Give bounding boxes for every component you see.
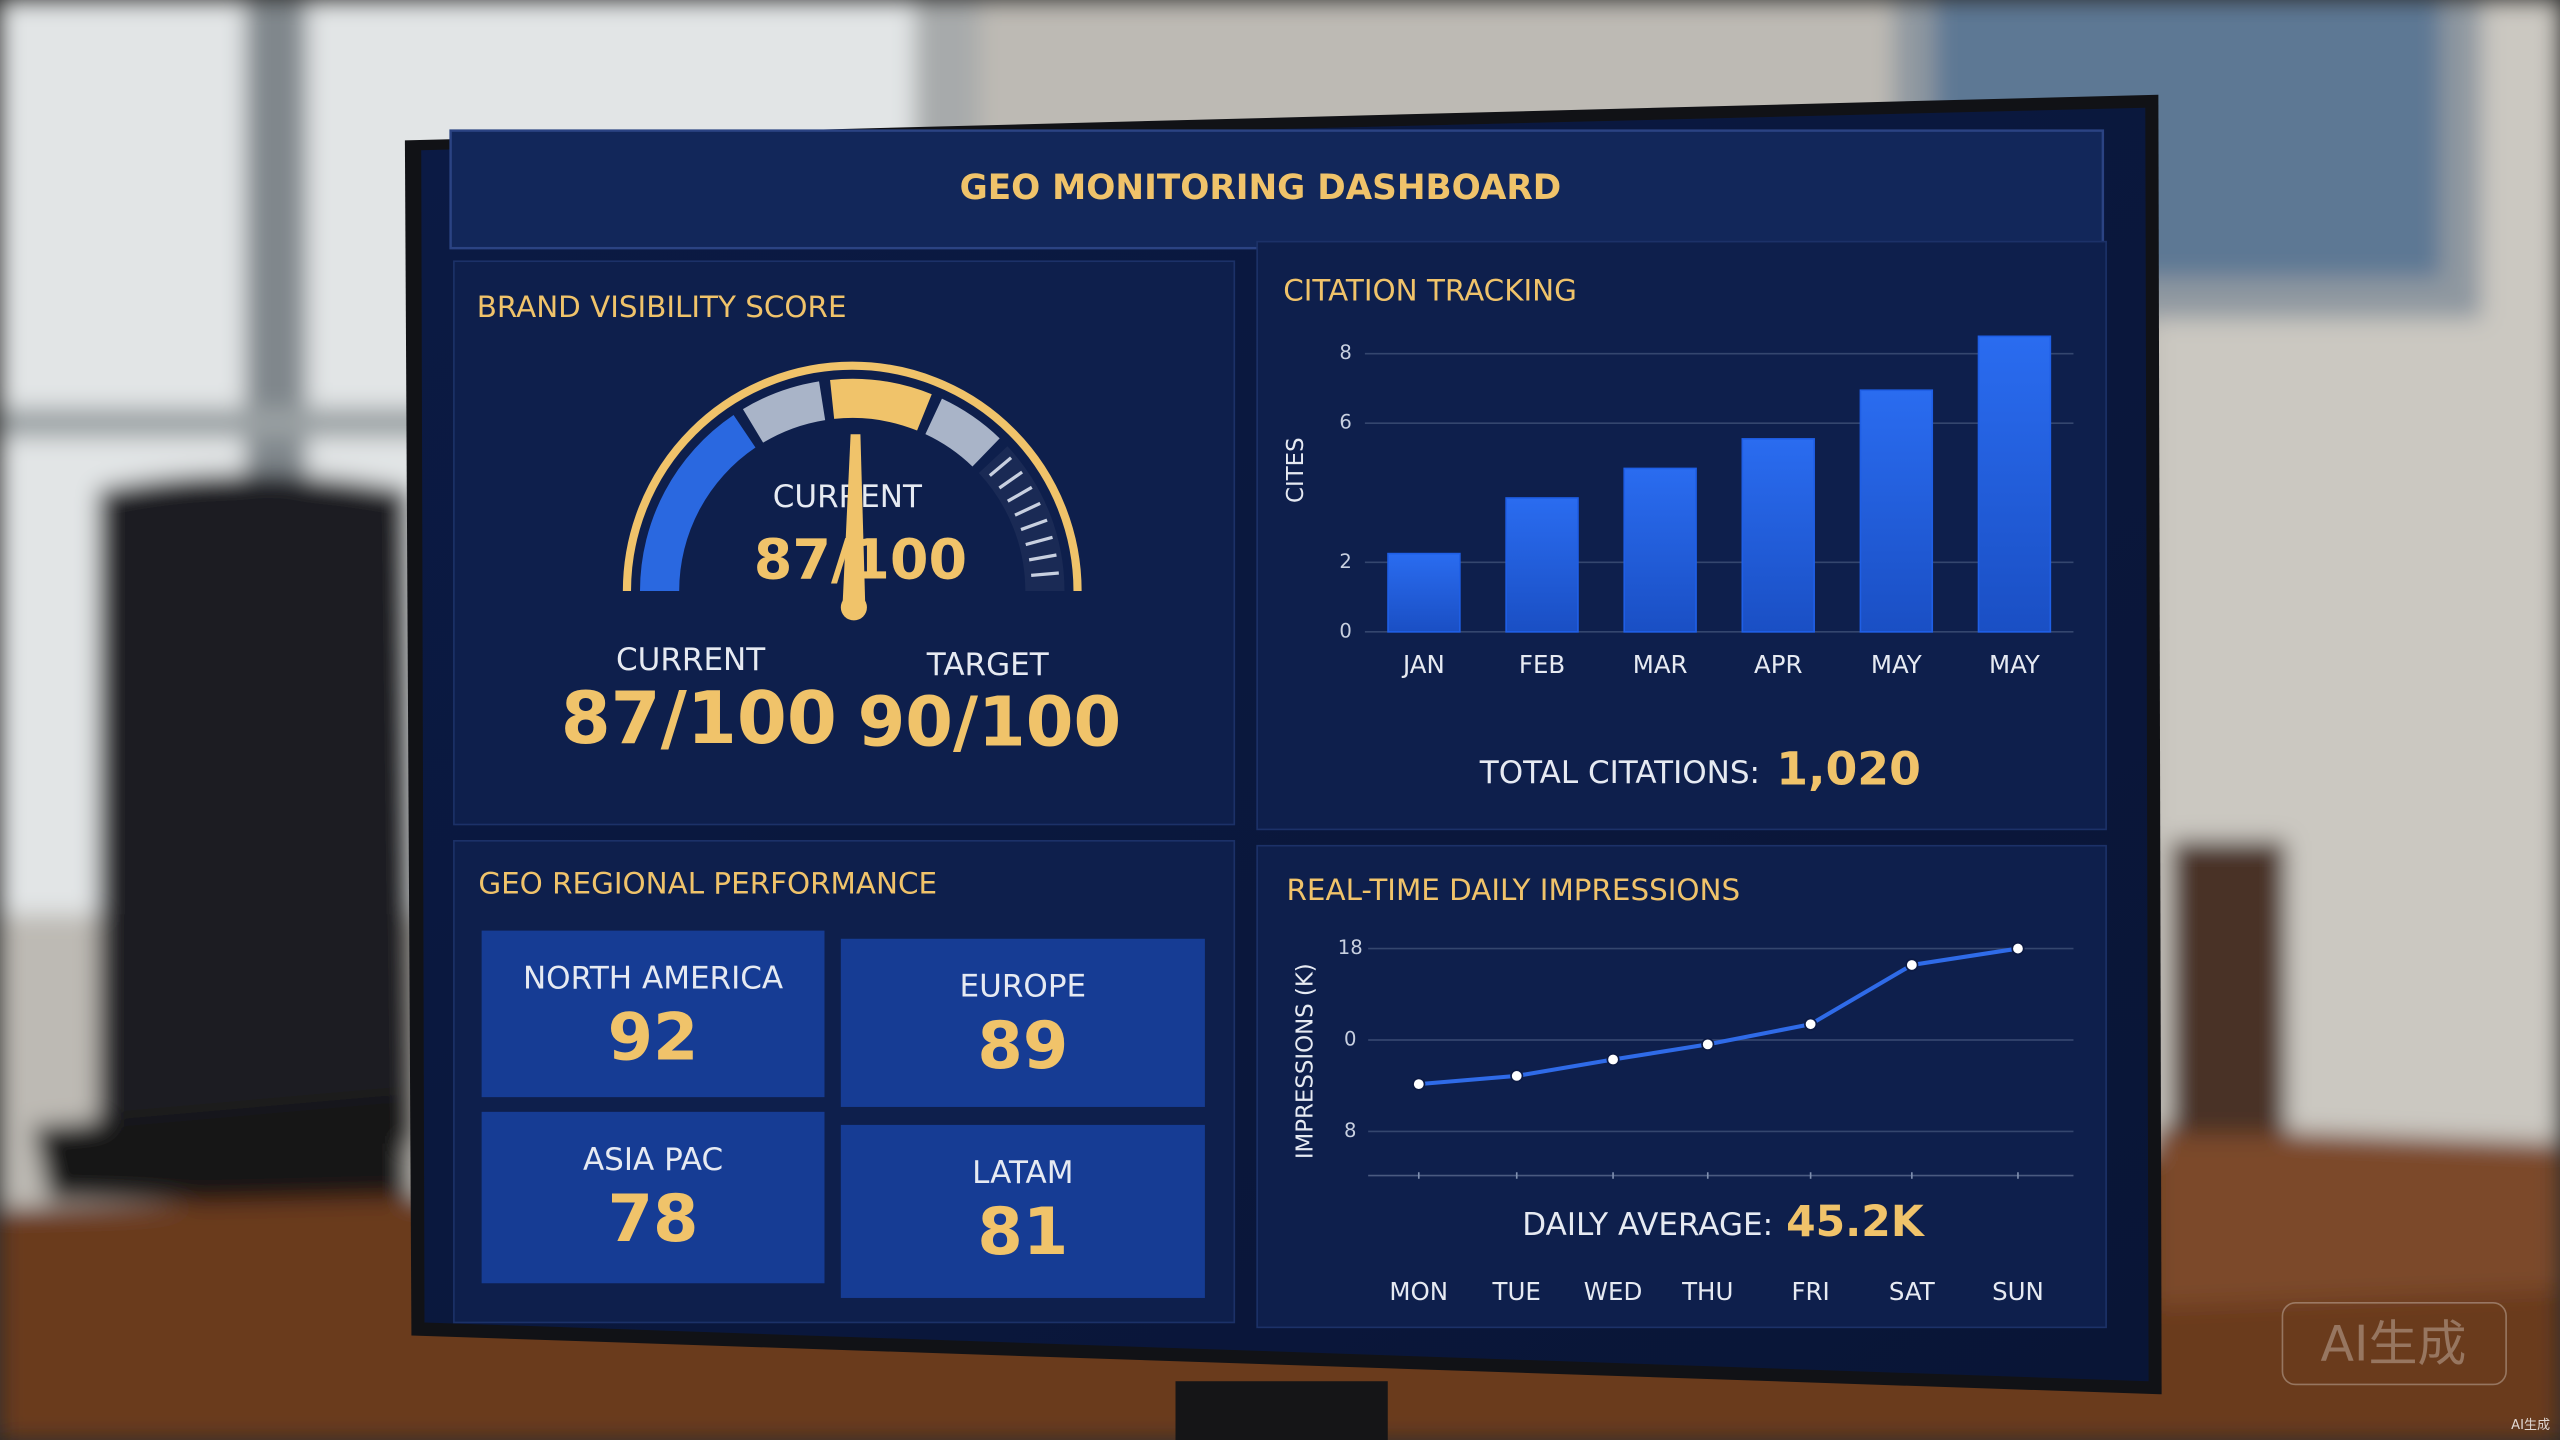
- gauge-needle: [842, 434, 866, 608]
- summary-value: 1,020: [1776, 743, 1921, 796]
- x-tick-label: FRI: [1791, 1277, 1829, 1306]
- point: [2011, 942, 2025, 956]
- point: [1701, 1037, 1715, 1051]
- region-tile: [840, 1124, 1205, 1298]
- gauge-stripe: [998, 470, 1024, 490]
- current-label: CURRENT: [616, 642, 766, 678]
- y-tick-label: 0: [1344, 1027, 1356, 1050]
- monitor-stand: [1175, 1381, 1388, 1440]
- gauge-stripe: [988, 456, 1013, 477]
- y-tick-label: 8: [1339, 341, 1351, 364]
- panel-brand: [453, 260, 1236, 826]
- region-name: EUROPE: [960, 969, 1087, 1005]
- y-tick-label: 8: [1344, 1119, 1356, 1142]
- x-tick-label: SUN: [1992, 1277, 2044, 1306]
- current-value: 87/100: [561, 676, 837, 760]
- x-tick-label: SAT: [1889, 1277, 1936, 1306]
- region-name: LATAM: [972, 1155, 1073, 1191]
- x-tick-label: MON: [1389, 1277, 1448, 1306]
- panel-title: GEO REGIONAL PERFORMANCE: [478, 866, 937, 900]
- region-score: 81: [977, 1194, 1068, 1270]
- watermark: AI生成: [2321, 1315, 2467, 1372]
- line-chart: 18 0 8 MON TUE WED THU FRI SAT SUN: [1338, 936, 2074, 1306]
- bar: [1977, 335, 2052, 633]
- bar: [1623, 467, 1697, 633]
- panel-title: BRAND VISIBILITY SCORE: [477, 290, 847, 324]
- panel-title: CITATION TRACKING: [1283, 274, 1577, 308]
- region-tile: [481, 1111, 825, 1284]
- gauge-stripe: [1025, 535, 1053, 547]
- x-tick-label: JAN: [1401, 650, 1445, 679]
- region-tile: [840, 938, 1205, 1107]
- gauge-stripe: [1006, 485, 1033, 503]
- point: [1606, 1052, 1620, 1067]
- y-axis-label: IMPRESSIONS (K): [1293, 963, 1319, 1159]
- bar: [1505, 497, 1579, 633]
- gauge-stripe: [1031, 571, 1059, 577]
- gauge-segment: [830, 378, 932, 431]
- point: [1510, 1069, 1524, 1083]
- gauge-segment: [640, 415, 756, 592]
- bar: [1859, 389, 1934, 633]
- gauge-segment: [925, 398, 1000, 467]
- region-score: 89: [977, 1008, 1068, 1084]
- gauge: [622, 361, 1082, 592]
- x-tick-label: FEB: [1519, 650, 1565, 679]
- target-value: 90/100: [858, 683, 1122, 763]
- y-tick-label: 2: [1339, 550, 1351, 573]
- y-tick-label: 6: [1339, 411, 1351, 434]
- target-label: TARGET: [926, 647, 1050, 683]
- gauge-stripe: [1028, 553, 1057, 562]
- point: [1905, 958, 1919, 972]
- x-tick-label: APR: [1754, 650, 1803, 679]
- gauge-ring: [622, 361, 1082, 592]
- gauge-hub: [840, 594, 867, 621]
- gauge-stripe: [1014, 501, 1041, 517]
- point: [1412, 1077, 1426, 1091]
- point: [1804, 1017, 1818, 1031]
- y-tick-label: 0: [1339, 619, 1351, 642]
- panel-title: REAL-TIME DAILY IMPRESSIONS: [1287, 873, 1741, 907]
- dashboard-title: GEO MONITORING DASHBOARD: [960, 168, 1562, 208]
- gauge-stripe: [1020, 518, 1048, 532]
- header-bar: [449, 129, 2105, 250]
- gauge-segment: [978, 446, 1065, 592]
- x-tick-label: TUE: [1492, 1277, 1541, 1306]
- region-name: NORTH AMERICA: [523, 961, 783, 997]
- region-score: 92: [608, 1000, 699, 1076]
- x-tick-label: MAY: [1871, 650, 1922, 679]
- region-tile: [481, 930, 825, 1098]
- watermark-small: AI生成: [2511, 1418, 2550, 1433]
- x-tick-label: WED: [1584, 1277, 1643, 1306]
- summary-label: DAILY AVERAGE:: [1522, 1207, 1773, 1243]
- bar: [1741, 438, 1815, 633]
- summary-value: 45.2K: [1786, 1198, 1926, 1247]
- watermark-box: [2281, 1302, 2507, 1386]
- bar: [1387, 552, 1461, 633]
- summary-label: TOTAL CITATIONS:: [1479, 755, 1760, 791]
- y-tick-label: 18: [1338, 936, 1363, 959]
- y-axis-label: CITES: [1283, 437, 1309, 503]
- panel-impressions: [1256, 844, 2107, 1329]
- gauge-segment: [742, 381, 826, 443]
- x-tick-label: MAY: [1989, 650, 2040, 679]
- region-name: ASIA PAC: [583, 1142, 723, 1178]
- x-tick-label: THU: [1681, 1277, 1733, 1306]
- region-score: 78: [608, 1181, 699, 1257]
- x-tick-label: MAR: [1633, 650, 1688, 679]
- bar-chart: 0 2 6 8 JAN FEB MAR APR MAY MAY: [1339, 335, 2074, 679]
